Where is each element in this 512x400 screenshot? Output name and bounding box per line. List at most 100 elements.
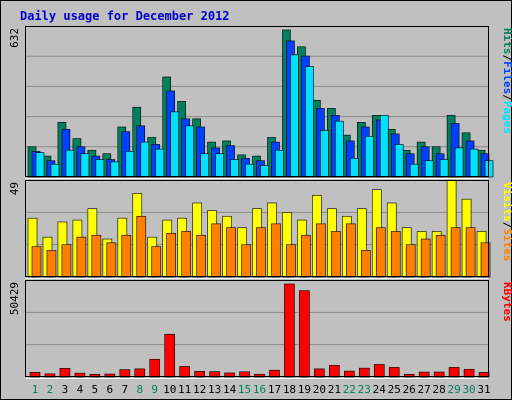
bar-pages-day-9 bbox=[155, 148, 165, 178]
panel-border bbox=[25, 280, 489, 377]
legend-item: Pages bbox=[501, 101, 512, 134]
bar-kbytes-day-8 bbox=[134, 368, 146, 378]
bar-sites-day-13 bbox=[211, 223, 221, 278]
bar-sites-day-27 bbox=[420, 238, 431, 278]
bar-sites-day-3 bbox=[61, 244, 72, 278]
bar-pages-day-29 bbox=[454, 147, 464, 178]
bar-kbytes-day-10 bbox=[164, 333, 176, 378]
bar-pages-day-13 bbox=[215, 153, 224, 178]
y-max-label-panel-1: 632 bbox=[8, 28, 21, 48]
bar-sites-day-17 bbox=[271, 223, 281, 278]
bar-pages-day-7 bbox=[125, 151, 135, 178]
bar-pages-day-1 bbox=[35, 152, 45, 178]
bar-sites-day-21 bbox=[331, 231, 341, 278]
chart-panel-1: 632 Hits/Files/Pages bbox=[8, 26, 512, 179]
legend-item: Sites bbox=[501, 228, 512, 261]
x-tick-label-day-15: 15 bbox=[238, 383, 251, 396]
bar-sites-day-12 bbox=[196, 234, 206, 278]
bar-pages-day-16 bbox=[260, 165, 269, 178]
chart-panel-3: 50429 KBytes bbox=[8, 280, 512, 379]
panel-plot-area bbox=[25, 280, 489, 377]
x-tick-label-day-26: 26 bbox=[403, 383, 416, 396]
bar-pages-day-12 bbox=[200, 153, 209, 178]
bar-kbytes-day-29 bbox=[448, 367, 460, 378]
legend-item: KBytes bbox=[501, 282, 512, 322]
x-tick-label-day-27: 27 bbox=[418, 383, 431, 396]
bar-pages-day-2 bbox=[50, 163, 60, 178]
x-tick-label-day-31: 31 bbox=[477, 383, 490, 396]
bar-sites-day-15 bbox=[241, 244, 251, 278]
bar-sites-day-14 bbox=[226, 227, 236, 278]
bar-pages-day-25 bbox=[394, 144, 404, 178]
bar-kbytes-day-11 bbox=[179, 366, 190, 378]
x-tick-label-day-20: 20 bbox=[313, 383, 326, 396]
legend-item: Visits bbox=[501, 182, 512, 222]
x-tick-label-day-29: 29 bbox=[447, 383, 460, 396]
chart-title: Daily usage for December 2012 bbox=[20, 9, 230, 23]
bar-pages-day-8 bbox=[140, 141, 150, 178]
bar-kbytes-day-24 bbox=[373, 364, 385, 378]
x-tick-label-day-8: 8 bbox=[136, 383, 143, 396]
bar-pages-day-30 bbox=[469, 148, 479, 178]
x-tick-label-day-30: 30 bbox=[462, 383, 475, 396]
x-tick-label-day-7: 7 bbox=[121, 383, 128, 396]
bar-pages-day-15 bbox=[245, 163, 254, 178]
bar-kbytes-day-20 bbox=[314, 368, 325, 378]
bar-pages-day-26 bbox=[409, 163, 419, 178]
y-max-label-panel-3: 50429 bbox=[8, 282, 21, 315]
bar-pages-day-6 bbox=[110, 161, 120, 178]
bar-sites-day-25 bbox=[390, 231, 401, 278]
bar-pages-day-21 bbox=[335, 120, 344, 178]
bar-sites-day-29 bbox=[450, 227, 461, 278]
bar-kbytes-day-19 bbox=[299, 290, 310, 378]
bar-sites-day-1 bbox=[31, 246, 42, 278]
bar-pages-day-31 bbox=[484, 160, 494, 178]
bar-pages-day-17 bbox=[275, 149, 284, 178]
bar-pages-day-11 bbox=[185, 125, 194, 178]
legend-panel-2: Visits/Sites bbox=[501, 182, 512, 262]
x-tick-label-day-21: 21 bbox=[328, 383, 341, 396]
x-tick-label-day-19: 19 bbox=[298, 383, 311, 396]
x-tick-label-day-14: 14 bbox=[223, 383, 237, 396]
bar-sites-day-4 bbox=[76, 236, 87, 278]
bar-kbytes-day-17 bbox=[269, 369, 280, 378]
bar-sites-day-22 bbox=[346, 223, 356, 278]
legend-item: / bbox=[501, 222, 512, 229]
x-tick-label-day-12: 12 bbox=[193, 383, 206, 396]
panel-border bbox=[25, 180, 489, 277]
bar-pages-day-23 bbox=[364, 135, 374, 178]
bar-kbytes-day-25 bbox=[388, 367, 400, 378]
x-tick-label-day-1: 1 bbox=[32, 383, 39, 396]
bar-sites-day-23 bbox=[360, 250, 371, 278]
legend-panel-1: Hits/Files/Pages bbox=[501, 28, 512, 134]
panel-plot-area bbox=[25, 26, 489, 177]
chart-panel-2: 49 Visits/Sites bbox=[8, 179, 512, 279]
bar-kbytes-day-21 bbox=[329, 365, 340, 378]
bar-kbytes-day-7 bbox=[119, 369, 131, 378]
bar-sites-day-28 bbox=[435, 234, 446, 278]
bar-sites-day-20 bbox=[316, 223, 326, 278]
bar-kbytes-day-23 bbox=[358, 367, 370, 378]
bar-pages-day-5 bbox=[95, 159, 105, 178]
x-tick-label-day-4: 4 bbox=[77, 383, 84, 396]
bar-sites-day-8 bbox=[136, 215, 147, 278]
x-tick-label-day-13: 13 bbox=[208, 383, 221, 396]
bar-sites-day-19 bbox=[301, 234, 311, 278]
bar-sites-day-5 bbox=[91, 234, 102, 278]
bar-pages-day-19 bbox=[305, 66, 314, 178]
bar-sites-day-24 bbox=[375, 227, 386, 278]
legend-item: / bbox=[501, 94, 512, 101]
x-tick-label-day-23: 23 bbox=[358, 383, 371, 396]
bar-sites-day-26 bbox=[405, 244, 416, 278]
x-tick-label-day-5: 5 bbox=[92, 383, 99, 396]
x-tick-label-day-6: 6 bbox=[107, 383, 114, 396]
bar-pages-day-27 bbox=[424, 160, 434, 178]
bar-pages-day-20 bbox=[320, 130, 329, 178]
x-tick-label-day-10: 10 bbox=[163, 383, 176, 396]
x-tick-label-day-3: 3 bbox=[62, 383, 69, 396]
bar-sites-day-30 bbox=[465, 227, 476, 278]
bar-sites-day-16 bbox=[256, 227, 266, 278]
x-tick-label-day-9: 9 bbox=[151, 383, 158, 396]
